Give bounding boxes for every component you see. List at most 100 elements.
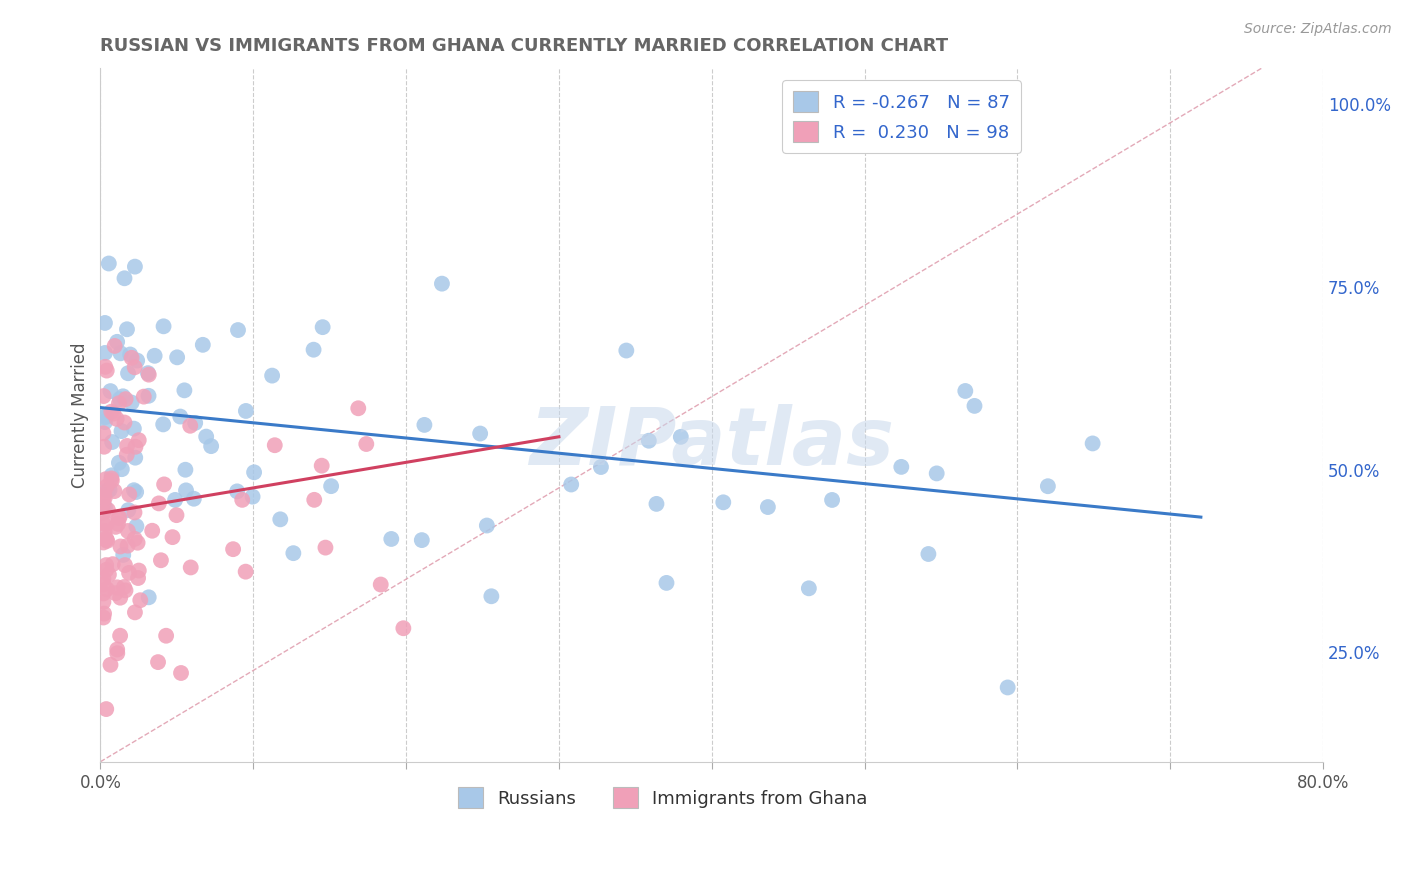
Point [100,405,122,419]
Point [103,407,125,421]
Point [108,510,131,524]
Point [413,417,436,432]
Point [104,586,127,600]
Y-axis label: Currently Married: Currently Married [72,343,89,488]
Point [655,575,678,590]
Point [304,492,326,507]
Point [93,487,115,501]
Point [129,593,152,607]
Point [96,558,118,573]
Point [128,433,150,447]
Point [169,409,191,424]
Point [114,271,136,285]
Point [191,338,214,352]
Point [231,492,253,507]
Text: ZIPatlas: ZIPatlas [529,403,894,482]
Point [93,577,115,591]
Point [200,439,222,453]
Point [645,497,668,511]
Point [93,389,115,403]
Point [125,519,148,533]
Point [98,483,121,497]
Point [124,440,146,454]
Point [222,542,245,557]
Point [138,389,160,403]
Point [97,256,120,270]
Point [162,530,184,544]
Point [121,351,143,365]
Point [94,410,117,425]
Point [124,506,146,520]
Point [1036,479,1059,493]
Point [226,323,249,337]
Point [108,396,131,410]
Point [195,429,218,443]
Point [96,702,118,716]
Point [589,460,612,475]
Point [101,474,124,488]
Point [226,484,249,499]
Point [269,512,291,526]
Point [141,524,163,538]
Point [148,496,170,510]
Point [821,492,844,507]
Point [127,353,149,368]
Point [108,392,131,406]
Point [94,491,117,505]
Point [115,322,138,336]
Point [105,334,128,349]
Point [93,491,115,505]
Point [669,430,692,444]
Point [94,359,117,374]
Point [94,472,117,486]
Point [118,566,141,580]
Point [122,422,145,436]
Point [179,418,201,433]
Point [96,363,118,377]
Point [955,384,977,398]
Point [997,681,1019,695]
Point [110,346,132,360]
Point [94,415,117,429]
Point [115,439,138,453]
Point [124,450,146,465]
Point [117,524,139,538]
Point [97,567,120,582]
Point [138,368,160,382]
Point [711,495,734,509]
Point [380,532,402,546]
Point [132,390,155,404]
Point [311,320,333,334]
Point [100,384,122,398]
Point [124,260,146,274]
Point [392,621,415,635]
Point [121,395,143,409]
Point [110,540,132,554]
Point [756,500,779,514]
Point [963,399,986,413]
Point [263,438,285,452]
Point [155,629,177,643]
Text: Source: ZipAtlas.com: Source: ZipAtlas.com [1244,22,1392,37]
Point [93,426,115,441]
Point [125,485,148,500]
Point [170,665,193,680]
Point [100,657,122,672]
Point [100,468,122,483]
Point [93,610,115,624]
Point [105,412,128,426]
Point [314,541,336,555]
Point [183,491,205,506]
Point [93,516,115,531]
Point [103,484,125,499]
Point [105,580,128,594]
Point [917,547,939,561]
Point [1081,436,1104,450]
Point [114,392,136,406]
Point [96,483,118,498]
Point [235,565,257,579]
Point [108,456,131,470]
Point [321,479,343,493]
Point [124,606,146,620]
Point [93,595,115,609]
